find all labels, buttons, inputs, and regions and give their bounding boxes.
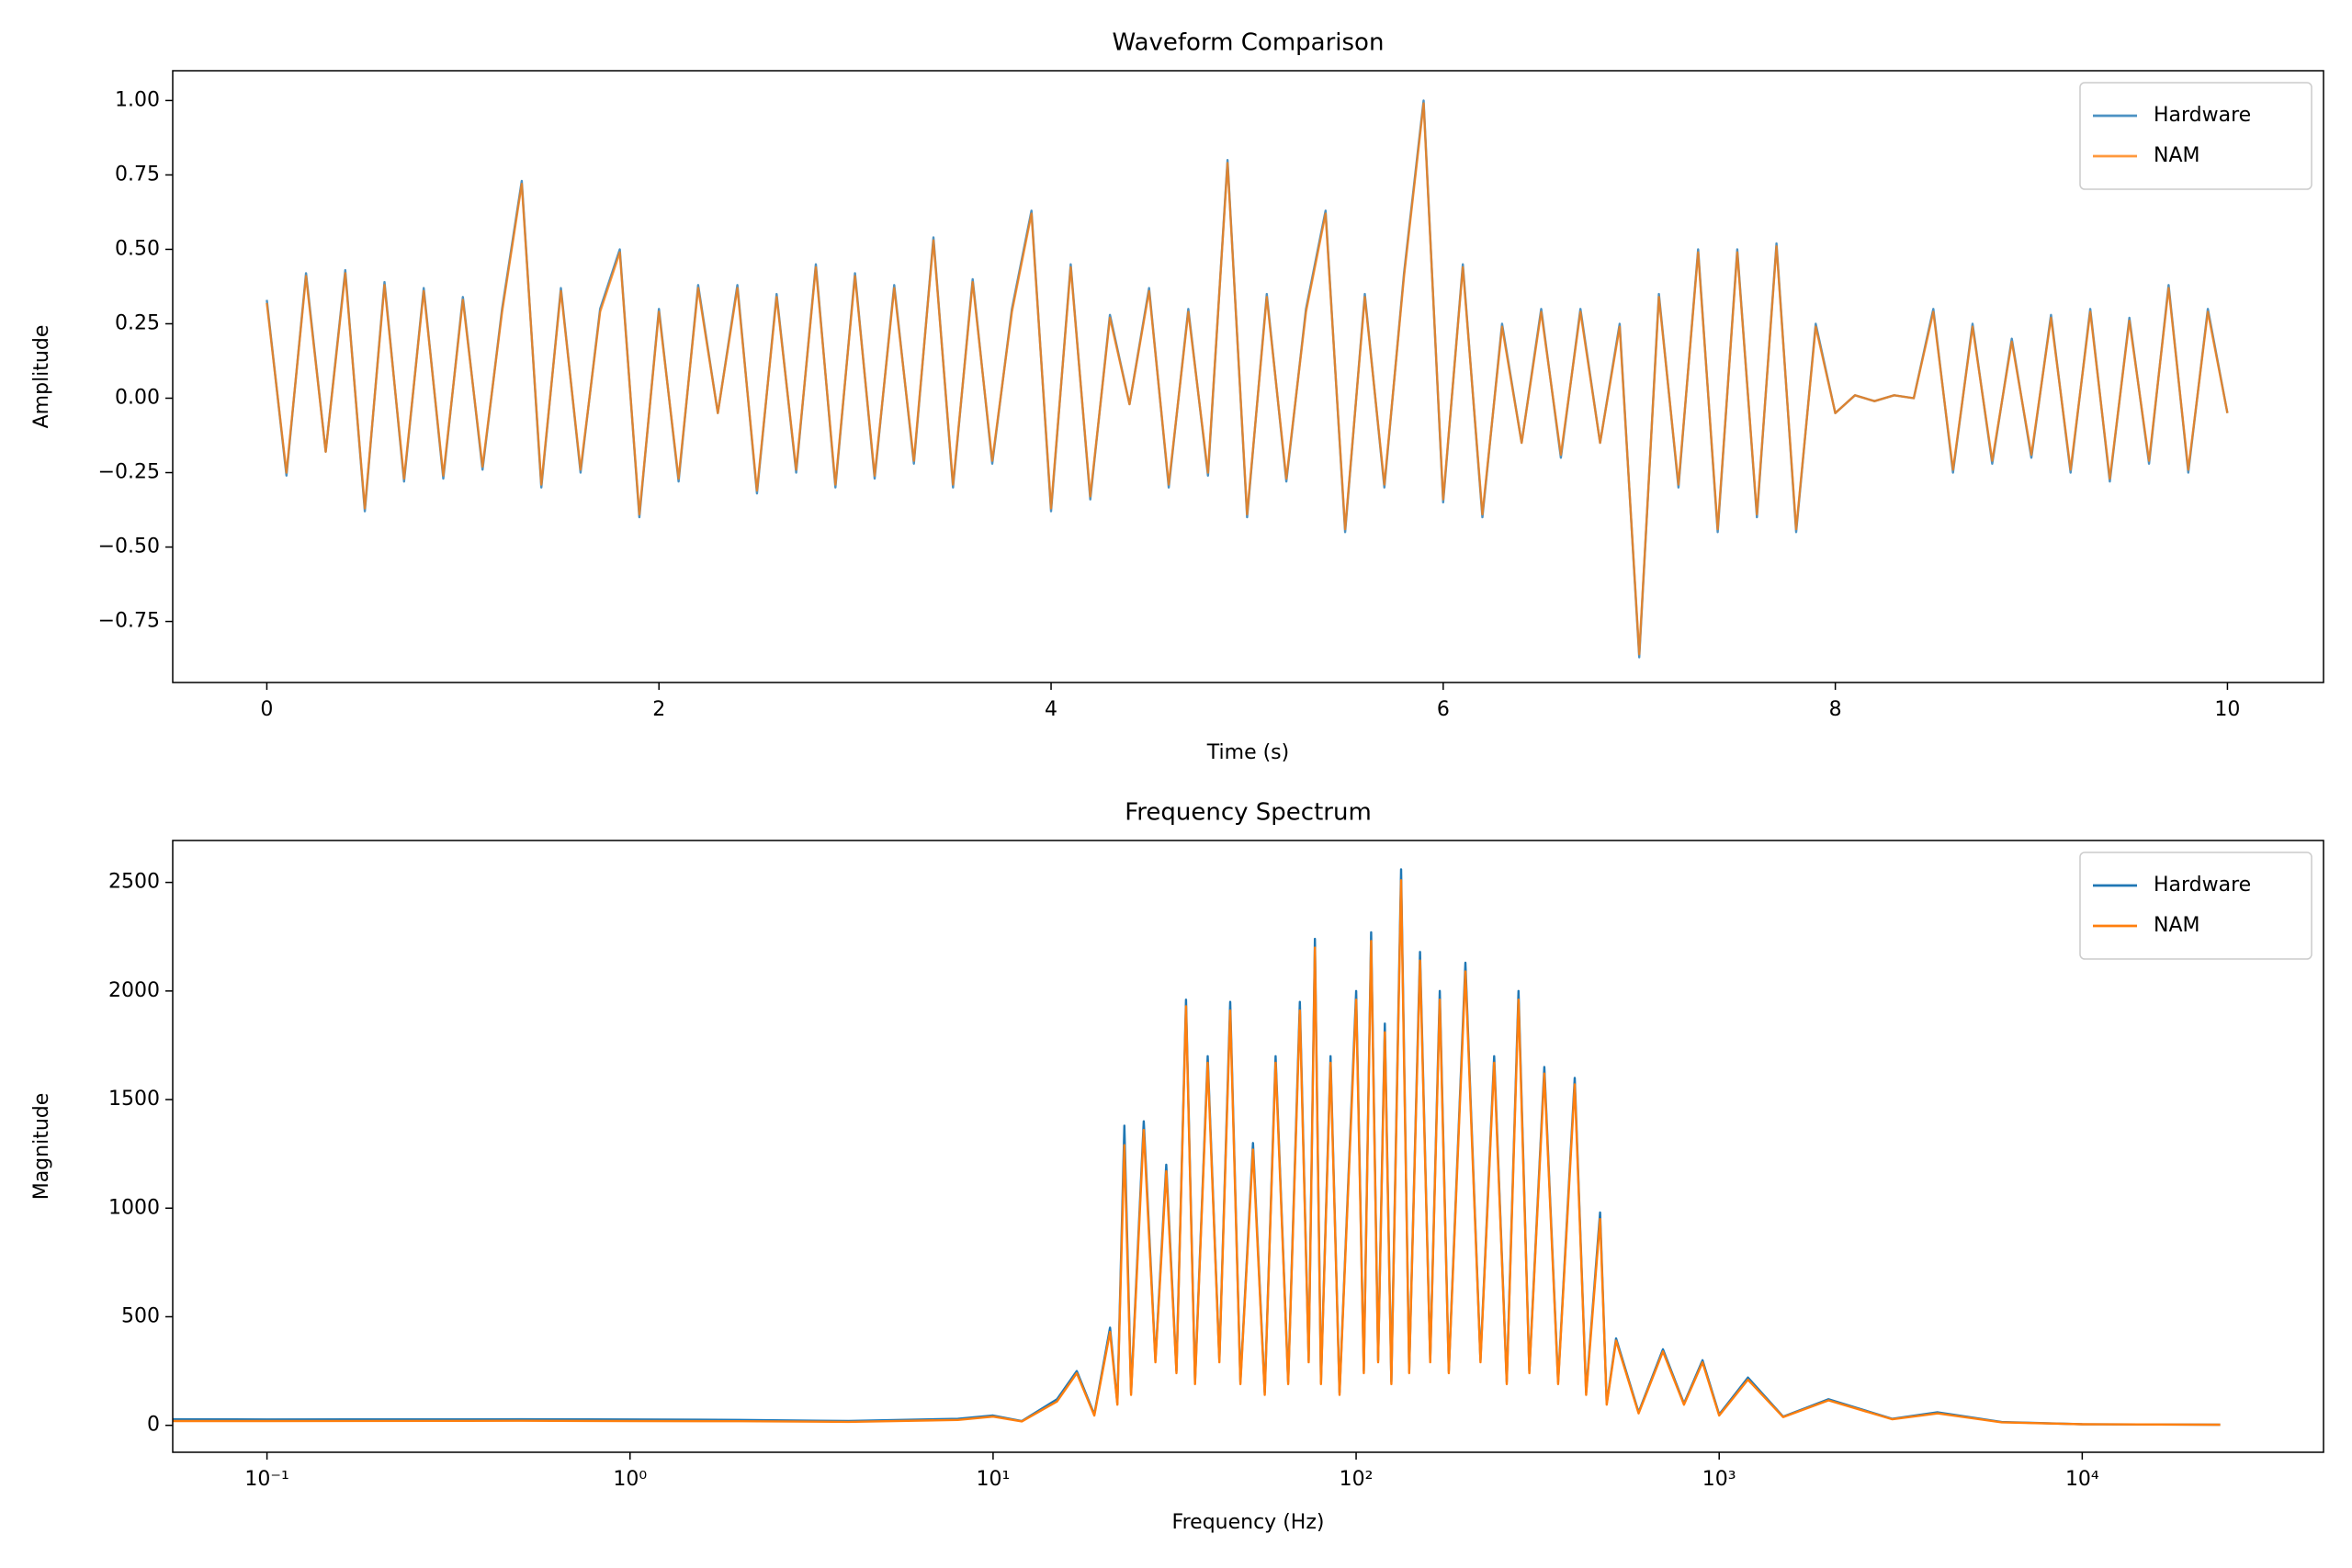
y-tick-label: −0.25	[98, 461, 160, 484]
y-axis-label: Amplitude	[30, 325, 53, 429]
chart-title: Waveform Comparison	[1113, 29, 1385, 57]
chart-title: Frequency Spectrum	[1125, 799, 1372, 827]
series-line	[266, 102, 2229, 656]
x-axis-label: Frequency (Hz)	[1172, 1511, 1325, 1534]
legend-label: Hardware	[2154, 874, 2251, 897]
y-tick-label: −0.75	[98, 610, 160, 633]
x-tick-label: 8	[1829, 698, 1842, 721]
y-tick-label: 0.00	[115, 386, 160, 409]
legend-label: NAM	[2154, 144, 2200, 167]
x-tick-label: 10¹	[976, 1468, 1010, 1491]
y-tick-label: 2000	[108, 979, 160, 1002]
x-tick-label: 10⁻¹	[244, 1468, 288, 1491]
y-tick-label: 1500	[108, 1088, 160, 1111]
y-tick-label: 500	[121, 1304, 160, 1327]
legend-box	[2079, 852, 2312, 960]
plot-frame	[172, 70, 2324, 683]
y-tick-label: 2500	[108, 871, 160, 894]
series-line	[266, 99, 2229, 659]
y-tick-label: 0.25	[115, 311, 160, 334]
x-tick-label: 6	[1437, 698, 1450, 721]
y-tick-label: 0.50	[115, 237, 160, 260]
x-tick-label: 4	[1045, 698, 1057, 721]
y-tick-label: 1.00	[115, 88, 160, 111]
y-tick-label: −0.50	[98, 536, 160, 558]
x-tick-label: 10³	[1702, 1468, 1736, 1491]
y-axis-label: Magnitude	[30, 1093, 53, 1201]
legend-label: Hardware	[2154, 104, 2251, 127]
y-tick-label: 0	[147, 1414, 160, 1437]
x-tick-label: 0	[260, 698, 273, 721]
x-tick-label: 10⁰	[613, 1468, 647, 1491]
y-tick-label: 0.75	[115, 163, 160, 186]
legend-label: NAM	[2154, 914, 2200, 937]
x-tick-label: 10²	[1340, 1468, 1374, 1491]
plot-frame	[172, 840, 2324, 1453]
x-tick-label: 10	[2214, 698, 2240, 721]
series-line	[173, 879, 2221, 1427]
x-tick-label: 10⁴	[2065, 1468, 2099, 1491]
legend-box	[2079, 82, 2312, 190]
x-tick-label: 2	[652, 698, 665, 721]
y-tick-label: 1000	[108, 1196, 160, 1219]
x-axis-label: Time (s)	[1206, 741, 1289, 764]
